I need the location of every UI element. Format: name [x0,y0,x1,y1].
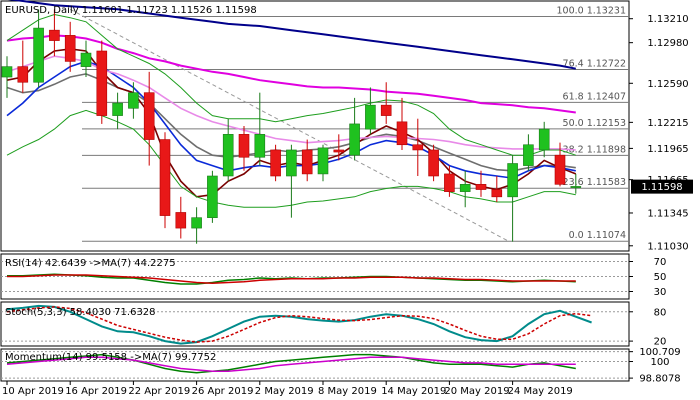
date-axis-label: 26 Apr 2019 [192,386,254,397]
fibonacci-level-label: 23.6 1.11583 [563,177,626,188]
date-axis-label: 2 May 2019 [255,386,314,397]
candle-body [112,102,123,116]
candle-body [475,184,487,190]
stoch-axis-label: 20 [654,337,667,348]
date-axis-label: 14 May 2019 [381,386,446,397]
candle-body [191,217,202,229]
candle-body [412,144,424,151]
price-axis-label: 1.11965 [647,144,688,155]
candle-body [491,189,503,198]
momentum-panel-frame [0,348,630,382]
momentum-title: Momentum(14) 99.5158 ->MA(7) 99.7752 [5,352,216,363]
date-axis-label: 16 Apr 2019 [65,386,127,397]
candle-body [444,173,455,192]
price-axis-label: 1.13210 [647,14,688,25]
candle-body [64,35,76,62]
candle-body [17,66,29,83]
candle-body [554,154,566,185]
fibonacci-level-label: 100.0 1.13231 [556,6,626,17]
momentum-axis-label: 98.8078 [639,374,680,385]
price-panel-frame [0,0,630,252]
candle-body [1,66,13,78]
candle-body [570,186,582,188]
candle-body [380,104,392,116]
candle-body [286,149,297,177]
candle-body [459,184,471,192]
axes-layer: 1.132101.129801.125901.122151.119651.116… [2,14,693,397]
candle-body [96,50,108,116]
date-axis-label: 24 May 2019 [508,386,573,397]
fibonacci-level-label: 76.4 1.12722 [563,59,626,70]
candle-body [507,163,518,198]
candle-body [333,149,345,153]
stoch-axis-label: 80 [654,307,667,318]
candle-body [365,104,376,130]
candle-body [538,128,550,151]
candle-body [270,149,281,177]
price-axis-label: 1.12215 [647,118,688,129]
price-axis-label: 1.12980 [647,38,688,49]
fibonacci-level-label: 0.0 1.11074 [569,230,626,241]
candle-body [349,123,360,156]
candle-body [428,149,439,177]
trend-line [69,8,510,243]
candle-body [49,29,60,41]
candle-body [523,144,534,166]
rsi-axis-label: 50 [654,272,667,283]
rsi-title: RSI(14) 42.6439 ->MA(7) 44.2275 [5,258,176,269]
candle-body [396,121,408,146]
rsi-axis-label: 70 [654,257,667,268]
indicators-layer [6,273,592,374]
price-indicator-line [7,0,576,70]
last-price-label: 1.11598 [641,182,682,193]
price-axis-label: 1.12590 [647,79,688,90]
candle-body [143,92,155,140]
date-axis-label: 10 Apr 2019 [2,386,64,397]
candle-body [128,92,139,109]
momentum-series-line [6,353,576,374]
date-axis-label: 8 May 2019 [318,386,377,397]
momentum-axis-label: 100.709 [639,347,680,358]
candle-body [238,134,250,158]
rsi-axis-label: 30 [654,287,667,298]
fibonacci-level-label: 38.2 1.11898 [563,144,626,155]
candle-body [254,134,266,158]
last-price-box [631,179,693,194]
candle-body [33,27,44,83]
stoch-series-line [6,306,592,343]
candle-body [80,52,92,67]
stoch-title: Stoch(5,3,3) 58.4030 71.6328 [5,307,156,318]
fibonacci-level-label: 61.8 1.12407 [563,91,626,102]
candle-body [222,134,234,177]
candle-body [317,147,329,175]
price-axis-label: 1.11030 [647,241,688,252]
candle-body [301,149,313,175]
momentum-series-line [6,356,576,373]
date-axis-label: 20 May 2019 [444,386,509,397]
chart-header: EURUSD, Daily 1.11601 1.11723 1.11526 1.… [5,5,257,16]
candle-body [159,139,171,216]
rsi-series-line [7,273,576,285]
stoch-series-line [6,304,592,345]
rsi-series-line [7,274,576,285]
candle-body [175,212,187,229]
candles-layer [1,9,582,244]
fibonacci-level-label: 50.0 1.12153 [563,118,626,129]
momentum-axis-label: 100 [650,357,669,368]
stoch-panel-frame [0,301,630,347]
price-indicator-line [6,13,576,156]
candle-body [207,175,218,218]
date-axis-label: 22 Apr 2019 [128,386,190,397]
price-axis-label: 1.11345 [647,208,688,219]
